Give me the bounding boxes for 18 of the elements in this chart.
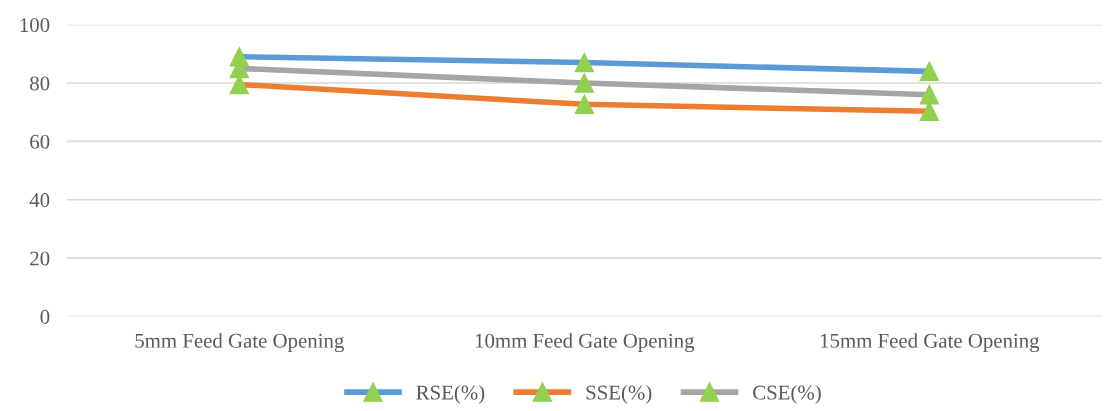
point xyxy=(574,73,595,93)
point xyxy=(574,94,595,115)
point xyxy=(919,101,940,122)
legend-label: CSE(%) xyxy=(753,384,821,404)
point xyxy=(919,84,940,105)
legend-label: RSE(%) xyxy=(416,384,485,404)
y-tick-label: 20 xyxy=(30,251,50,266)
y-tick-label: 40 xyxy=(29,193,50,208)
x-tick-label: 15mm Feed Gate Opening xyxy=(820,333,1040,353)
point xyxy=(574,52,595,73)
y-tick-label: 60 xyxy=(30,134,50,149)
y-tick-label: 80 xyxy=(30,76,50,91)
x-tick-label: 10mm Feed Gate Opening xyxy=(475,333,695,353)
y-tick-label: 100 xyxy=(20,18,50,33)
point xyxy=(919,61,940,82)
x-tick-label: 5mm Feed Gate Opening xyxy=(135,333,344,353)
legend-label: SSE(%) xyxy=(586,384,652,404)
y-tick-label: 0 xyxy=(40,309,50,324)
